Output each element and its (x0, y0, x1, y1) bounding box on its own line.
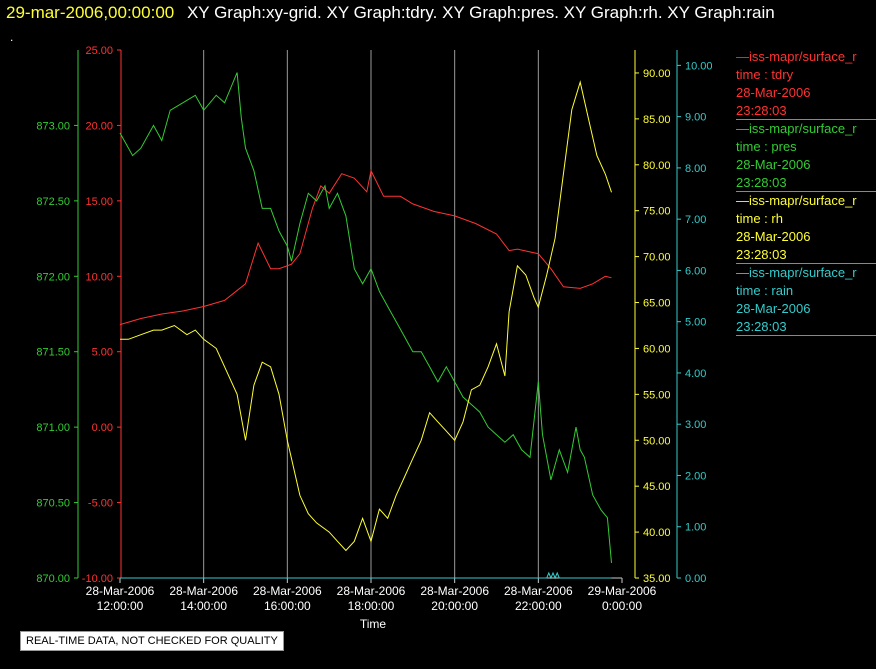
pres-tick-label: 870.00 (36, 573, 70, 585)
rain-tick-label: 1.00 (685, 522, 706, 534)
legend-divider (736, 119, 876, 120)
tdry-tick-label: -5.00 (88, 498, 113, 510)
legend-name: —iss-mapr/surface_r (736, 121, 857, 136)
graph-header: 29-mar-2006,00:00:00 XY Graph:xy-grid. X… (6, 2, 775, 24)
rh-tick-label: 85.00 (643, 114, 671, 126)
rain-tick-label: 10.00 (685, 60, 713, 72)
x-tick-date: 28-Mar-2006 (86, 584, 155, 598)
rain-tick-label: 6.00 (685, 265, 706, 277)
rh-tick-label: 70.00 (643, 252, 671, 264)
x-tick-time: 20:00:00 (431, 599, 478, 613)
tdry-series-line (119, 169, 612, 326)
tdry-tick-label: 20.00 (85, 120, 113, 132)
x-tick-date: 28-Mar-2006 (504, 584, 573, 598)
rh-tick-label: 65.00 (643, 298, 671, 310)
legend-date: 28-Mar-2006 (736, 157, 811, 172)
header-dot: . (10, 30, 14, 44)
rh-tick-label: 60.00 (643, 343, 671, 355)
tdry-tick-label: 10.00 (85, 271, 113, 283)
rain-tick-label: 5.00 (685, 317, 706, 329)
pres-tick-label: 873.00 (36, 120, 70, 132)
x-tick-time: 14:00:00 (180, 599, 227, 613)
legend-time: 23:28:03 (736, 247, 787, 262)
pres-tick-label: 872.50 (36, 196, 70, 208)
legend-divider (736, 335, 876, 336)
legend-time: 23:28:03 (736, 175, 787, 190)
legend-divider (736, 263, 876, 264)
legend-divider (736, 191, 876, 192)
x-tick-time: 0:00:00 (602, 599, 642, 613)
x-axis-label: Time (360, 617, 387, 631)
rh-tick-label: 90.00 (643, 68, 671, 80)
legend-date: 28-Mar-2006 (736, 85, 811, 100)
legend-name: —iss-mapr/surface_r (736, 265, 857, 280)
rh-tick-label: 35.00 (643, 573, 671, 585)
tdry-tick-label: -10.00 (82, 573, 113, 585)
legend-field: time : rh (736, 211, 783, 226)
legend-time: 23:28:03 (736, 319, 787, 334)
rain-series-line (120, 571, 612, 580)
rain-tick-label: 0.00 (685, 573, 706, 585)
pres-tick-label: 870.50 (36, 498, 70, 510)
x-tick-date: 29-Mar-2006 (588, 584, 657, 598)
rh-tick-label: 55.00 (643, 389, 671, 401)
tdry-tick-label: 15.00 (85, 196, 113, 208)
legend-date: 28-Mar-2006 (736, 229, 811, 244)
legend-field: time : rain (736, 283, 794, 298)
x-tick-time: 18:00:00 (348, 599, 395, 613)
tdry-tick-label: 25.00 (85, 45, 113, 57)
rh-tick-label: 45.00 (643, 481, 671, 493)
pres-tick-label: 871.00 (36, 422, 70, 434)
header-title: XY Graph:xy-grid. XY Graph:tdry. XY Grap… (186, 3, 775, 22)
pres-tick-label: 872.00 (36, 271, 70, 283)
rh-tick-label: 80.00 (643, 160, 671, 172)
rh-tick-label: 50.00 (643, 435, 671, 447)
x-tick-time: 12:00:00 (97, 599, 144, 613)
x-tick-date: 28-Mar-2006 (253, 584, 322, 598)
rh-series-line (120, 80, 612, 552)
x-tick-time: 16:00:00 (264, 599, 311, 613)
rain-tick-label: 4.00 (685, 368, 706, 380)
pres-tick-label: 871.50 (36, 347, 70, 359)
rain-tick-label: 7.00 (685, 214, 706, 226)
legend-name: —iss-mapr/surface_r (736, 193, 857, 208)
x-tick-time: 22:00:00 (515, 599, 562, 613)
pres-series-line (119, 72, 612, 563)
rain-tick-label: 2.00 (685, 470, 706, 482)
rain-tick-label: 8.00 (685, 163, 706, 175)
x-tick-date: 28-Mar-2006 (169, 584, 238, 598)
legend-time: 23:28:03 (736, 103, 787, 118)
tdry-tick-label: 5.00 (92, 347, 113, 359)
quality-disclaimer: REAL-TIME DATA, NOT CHECKED FOR QUALITY (20, 631, 284, 651)
rain-tick-label: 9.00 (685, 112, 706, 124)
x-tick-date: 28-Mar-2006 (420, 584, 489, 598)
rain-tick-label: 3.00 (685, 419, 706, 431)
x-tick-date: 28-Mar-2006 (337, 584, 406, 598)
legend-field: time : pres (736, 139, 797, 154)
legend-field: time : tdry (736, 67, 794, 82)
rh-tick-label: 40.00 (643, 527, 671, 539)
legend-name: —iss-mapr/surface_r (736, 49, 857, 64)
rh-tick-label: 75.00 (643, 206, 671, 218)
header-date: 29-mar-2006,00:00:00 (6, 3, 175, 22)
tdry-tick-label: 0.00 (92, 422, 113, 434)
legend-date: 28-Mar-2006 (736, 301, 811, 316)
